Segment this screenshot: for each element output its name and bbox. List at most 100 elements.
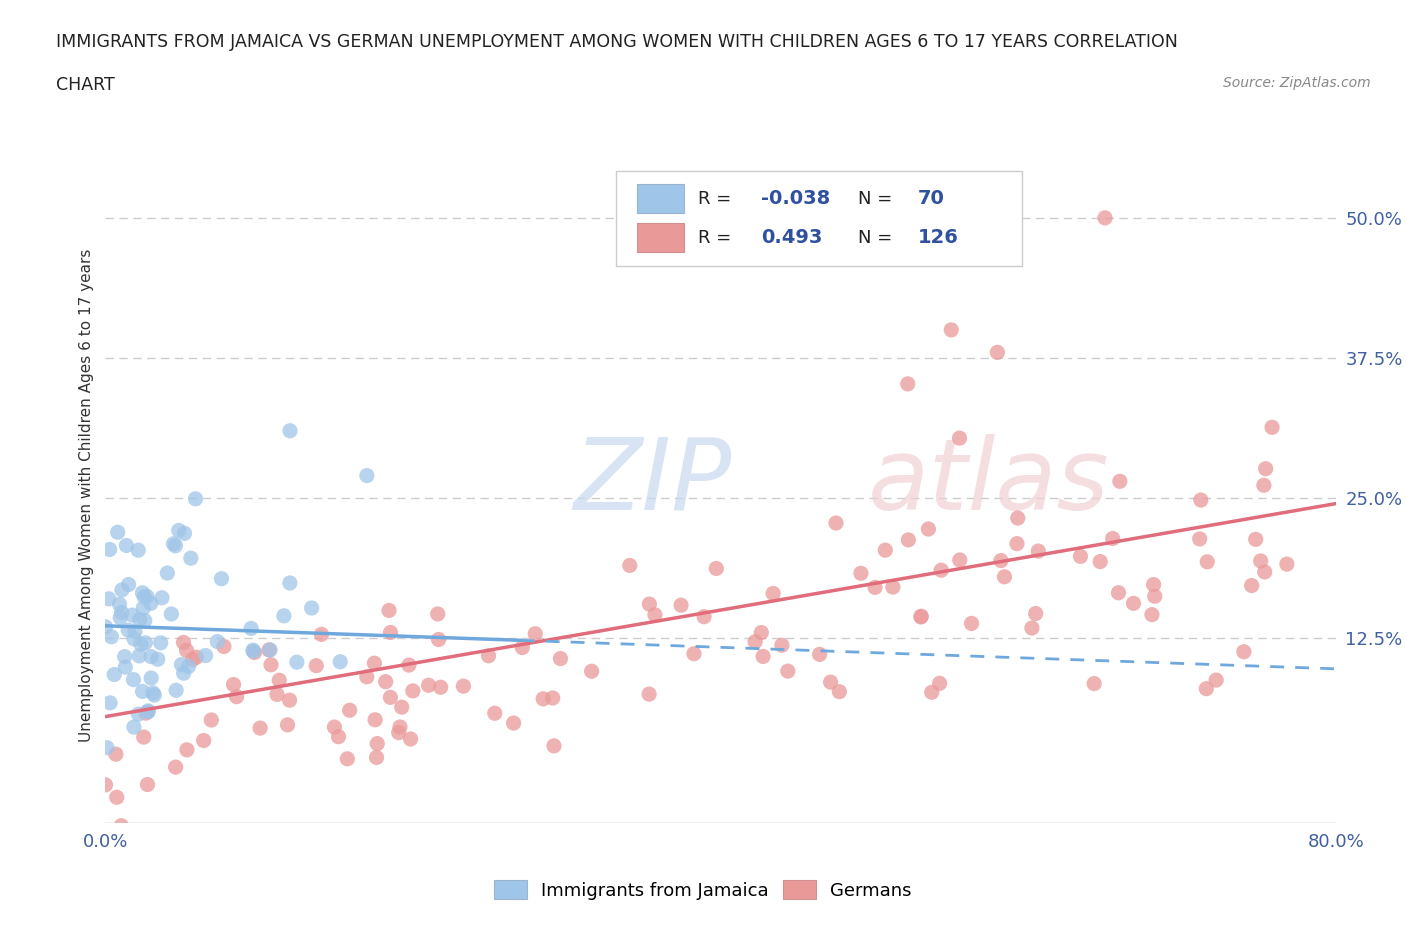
Point [311,627,333,642]
Point [1005,537,1028,551]
Point [399,732,422,747]
Point [863,580,886,595]
Point [128,648,150,663]
Point [1197,554,1219,569]
Point [139,649,162,664]
Point [143,687,166,702]
Point [128,612,150,627]
Point [1101,531,1123,546]
Point [849,565,872,580]
Point [269,672,291,687]
Point [638,686,661,701]
Point [117,622,139,637]
Text: CHART: CHART [56,76,115,94]
Point [502,715,524,730]
Point [1195,682,1218,697]
Legend: Immigrants from Jamaica, Germans: Immigrants from Jamaica, Germans [486,873,920,907]
Point [225,689,247,704]
Point [273,608,295,623]
Point [427,632,450,647]
FancyBboxPatch shape [637,184,683,213]
Point [98,696,121,711]
Point [131,585,153,600]
Point [524,626,547,641]
Point [366,750,388,764]
Point [212,639,235,654]
Point [380,625,402,640]
Point [828,684,851,699]
Point [259,643,281,658]
Point [1250,553,1272,568]
Point [114,649,136,664]
Point [193,733,215,748]
Point [1026,544,1049,559]
Point [683,646,706,661]
Point [142,685,165,700]
Point [135,706,157,721]
Point [108,597,131,612]
Point [1254,461,1277,476]
Point [882,579,904,594]
Point [388,720,411,735]
Point [181,652,204,667]
Point [776,664,799,679]
Point [543,738,565,753]
Point [929,563,952,578]
Text: 70: 70 [917,189,945,208]
Point [1188,531,1211,546]
Point [98,542,121,557]
Point [1108,474,1130,489]
Point [276,717,298,732]
Point [910,609,932,624]
Point [242,643,264,658]
Point [110,610,132,625]
Point [336,751,359,766]
Point [257,643,280,658]
Point [136,703,159,718]
Point [162,537,184,551]
Text: atlas: atlas [869,433,1109,531]
Point [356,670,378,684]
Point [1122,596,1144,611]
Point [127,707,149,722]
Text: -0.038: -0.038 [761,189,831,208]
Point [897,533,920,548]
Point [329,655,352,670]
Point [173,666,195,681]
Point [105,790,128,804]
Point [1025,606,1047,621]
Point [328,729,350,744]
Point [364,712,387,727]
Point [240,621,263,636]
Point [1233,644,1256,659]
Point [184,491,207,506]
Point [136,589,159,604]
Point [398,658,420,672]
Point [194,648,217,663]
Text: 0.493: 0.493 [761,228,823,247]
Point [1240,578,1263,593]
Point [1275,557,1298,572]
Point [94,777,117,792]
Point [429,680,451,695]
Point [1021,620,1043,635]
Point [323,720,346,735]
Point [170,658,193,672]
Point [122,672,145,687]
Point [266,687,288,702]
Point [1189,493,1212,508]
Point [222,677,245,692]
Point [380,690,402,705]
Point [366,737,388,751]
Text: Source: ZipAtlas.com: Source: ZipAtlas.com [1223,76,1371,90]
Point [141,671,163,685]
Point [150,591,173,605]
Point [910,609,932,624]
Point [993,569,1015,584]
Point [762,586,785,601]
Point [941,323,963,338]
Point [278,423,301,438]
Point [1254,565,1277,579]
Point [136,704,159,719]
Point [1007,511,1029,525]
